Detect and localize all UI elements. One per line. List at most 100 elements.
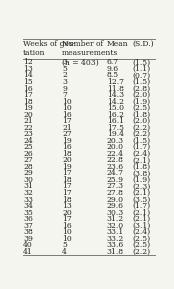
Text: 24.7: 24.7: [107, 169, 124, 177]
Text: 17: 17: [23, 91, 33, 99]
Text: 37: 37: [23, 222, 33, 230]
Text: 10: 10: [62, 104, 72, 112]
Text: 22: 22: [23, 124, 33, 132]
Text: 10: 10: [62, 98, 72, 105]
Text: 3: 3: [62, 58, 67, 66]
Text: 19.4: 19.4: [107, 130, 124, 138]
Text: 13: 13: [62, 202, 72, 210]
Text: 20.3: 20.3: [107, 137, 124, 145]
Text: 31.8: 31.8: [107, 248, 124, 256]
Text: 29: 29: [23, 169, 33, 177]
Text: 33.2: 33.2: [107, 235, 124, 243]
Text: 32.0: 32.0: [107, 222, 124, 230]
Text: (1.9): (1.9): [132, 98, 151, 105]
Text: 14.2: 14.2: [107, 98, 124, 105]
Text: 38: 38: [23, 228, 33, 236]
Text: 26: 26: [23, 150, 33, 158]
Text: 29.0: 29.0: [107, 195, 124, 203]
Text: 34: 34: [23, 202, 33, 210]
Text: (1.1): (1.1): [132, 65, 151, 73]
Text: (1.5): (1.5): [132, 137, 151, 145]
Text: (3.1): (3.1): [132, 222, 151, 230]
Text: 16.1: 16.1: [107, 117, 124, 125]
Text: 16.2: 16.2: [107, 111, 124, 119]
Text: 41: 41: [23, 248, 33, 256]
Text: (1.5): (1.5): [132, 78, 151, 86]
Text: 27: 27: [23, 156, 33, 164]
Text: 18: 18: [62, 150, 72, 158]
Text: 13: 13: [23, 65, 33, 73]
Text: (2.4): (2.4): [132, 150, 151, 158]
Text: 39: 39: [23, 235, 33, 243]
Text: 22.4: 22.4: [107, 150, 124, 158]
Text: 9.6: 9.6: [107, 65, 119, 73]
Text: (2.0): (2.0): [132, 91, 151, 99]
Text: 16: 16: [62, 143, 72, 151]
Text: 30: 30: [23, 176, 33, 184]
Text: 33.1: 33.1: [107, 228, 124, 236]
Text: 4: 4: [62, 248, 67, 256]
Text: 28: 28: [23, 163, 33, 171]
Text: 17: 17: [62, 169, 72, 177]
Text: 14.3: 14.3: [107, 91, 124, 99]
Text: Mean: Mean: [107, 40, 128, 48]
Text: 12.7: 12.7: [107, 78, 124, 86]
Text: 21: 21: [62, 124, 72, 132]
Text: 17: 17: [62, 189, 72, 197]
Text: 5: 5: [62, 241, 67, 249]
Text: 27: 27: [62, 130, 72, 138]
Text: 32: 32: [23, 189, 33, 197]
Text: 30.3: 30.3: [107, 209, 124, 216]
Text: (S.D.): (S.D.): [132, 40, 154, 48]
Text: (2.2): (2.2): [132, 124, 151, 132]
Text: 24: 24: [23, 137, 33, 145]
Text: 20: 20: [62, 209, 72, 216]
Text: 2: 2: [62, 71, 67, 79]
Text: 10: 10: [62, 235, 72, 243]
Text: (2.5): (2.5): [132, 235, 151, 243]
Text: 15: 15: [23, 78, 33, 86]
Text: 33.6: 33.6: [107, 241, 124, 249]
Text: (2.2): (2.2): [132, 248, 151, 256]
Text: (2.5): (2.5): [132, 241, 151, 249]
Text: 14: 14: [23, 71, 33, 79]
Text: (1.5): (1.5): [132, 58, 151, 66]
Text: 31.2: 31.2: [107, 215, 124, 223]
Text: (2.2): (2.2): [132, 130, 151, 138]
Text: 20: 20: [62, 156, 72, 164]
Text: (3.5): (3.5): [132, 195, 151, 203]
Text: 23.6: 23.6: [107, 163, 124, 171]
Text: 20.0: 20.0: [107, 143, 124, 151]
Text: 16: 16: [62, 111, 72, 119]
Text: 7: 7: [62, 91, 67, 99]
Text: 3: 3: [62, 78, 67, 86]
Text: 18: 18: [62, 176, 72, 184]
Text: (1.7): (1.7): [132, 143, 151, 151]
Text: (1.9): (1.9): [132, 176, 151, 184]
Text: 18: 18: [23, 98, 33, 105]
Text: 17: 17: [62, 117, 72, 125]
Text: 22.8: 22.8: [107, 156, 124, 164]
Text: 35: 35: [23, 209, 33, 216]
Text: 10: 10: [62, 228, 72, 236]
Text: (1.8): (1.8): [132, 111, 151, 119]
Text: 21: 21: [23, 117, 33, 125]
Text: (3.8): (3.8): [132, 169, 151, 177]
Text: Number of
measurements
(n = 403): Number of measurements (n = 403): [62, 40, 118, 67]
Text: 17: 17: [62, 215, 72, 223]
Text: 16: 16: [62, 222, 72, 230]
Text: (2.8): (2.8): [132, 84, 151, 92]
Text: (2.1): (2.1): [132, 209, 151, 216]
Text: (2.1): (2.1): [132, 189, 151, 197]
Text: 25: 25: [23, 143, 33, 151]
Text: (1.8): (1.8): [132, 163, 151, 171]
Text: 19: 19: [23, 104, 33, 112]
Text: 27.8: 27.8: [107, 189, 124, 197]
Text: (1.7): (1.7): [132, 202, 151, 210]
Text: (2.1): (2.1): [132, 215, 151, 223]
Text: Weeks of ges-
tation: Weeks of ges- tation: [23, 40, 76, 58]
Text: 16: 16: [23, 84, 33, 92]
Text: 29.6: 29.6: [107, 202, 124, 210]
Text: (2.3): (2.3): [132, 182, 151, 190]
Text: 11.8: 11.8: [107, 84, 124, 92]
